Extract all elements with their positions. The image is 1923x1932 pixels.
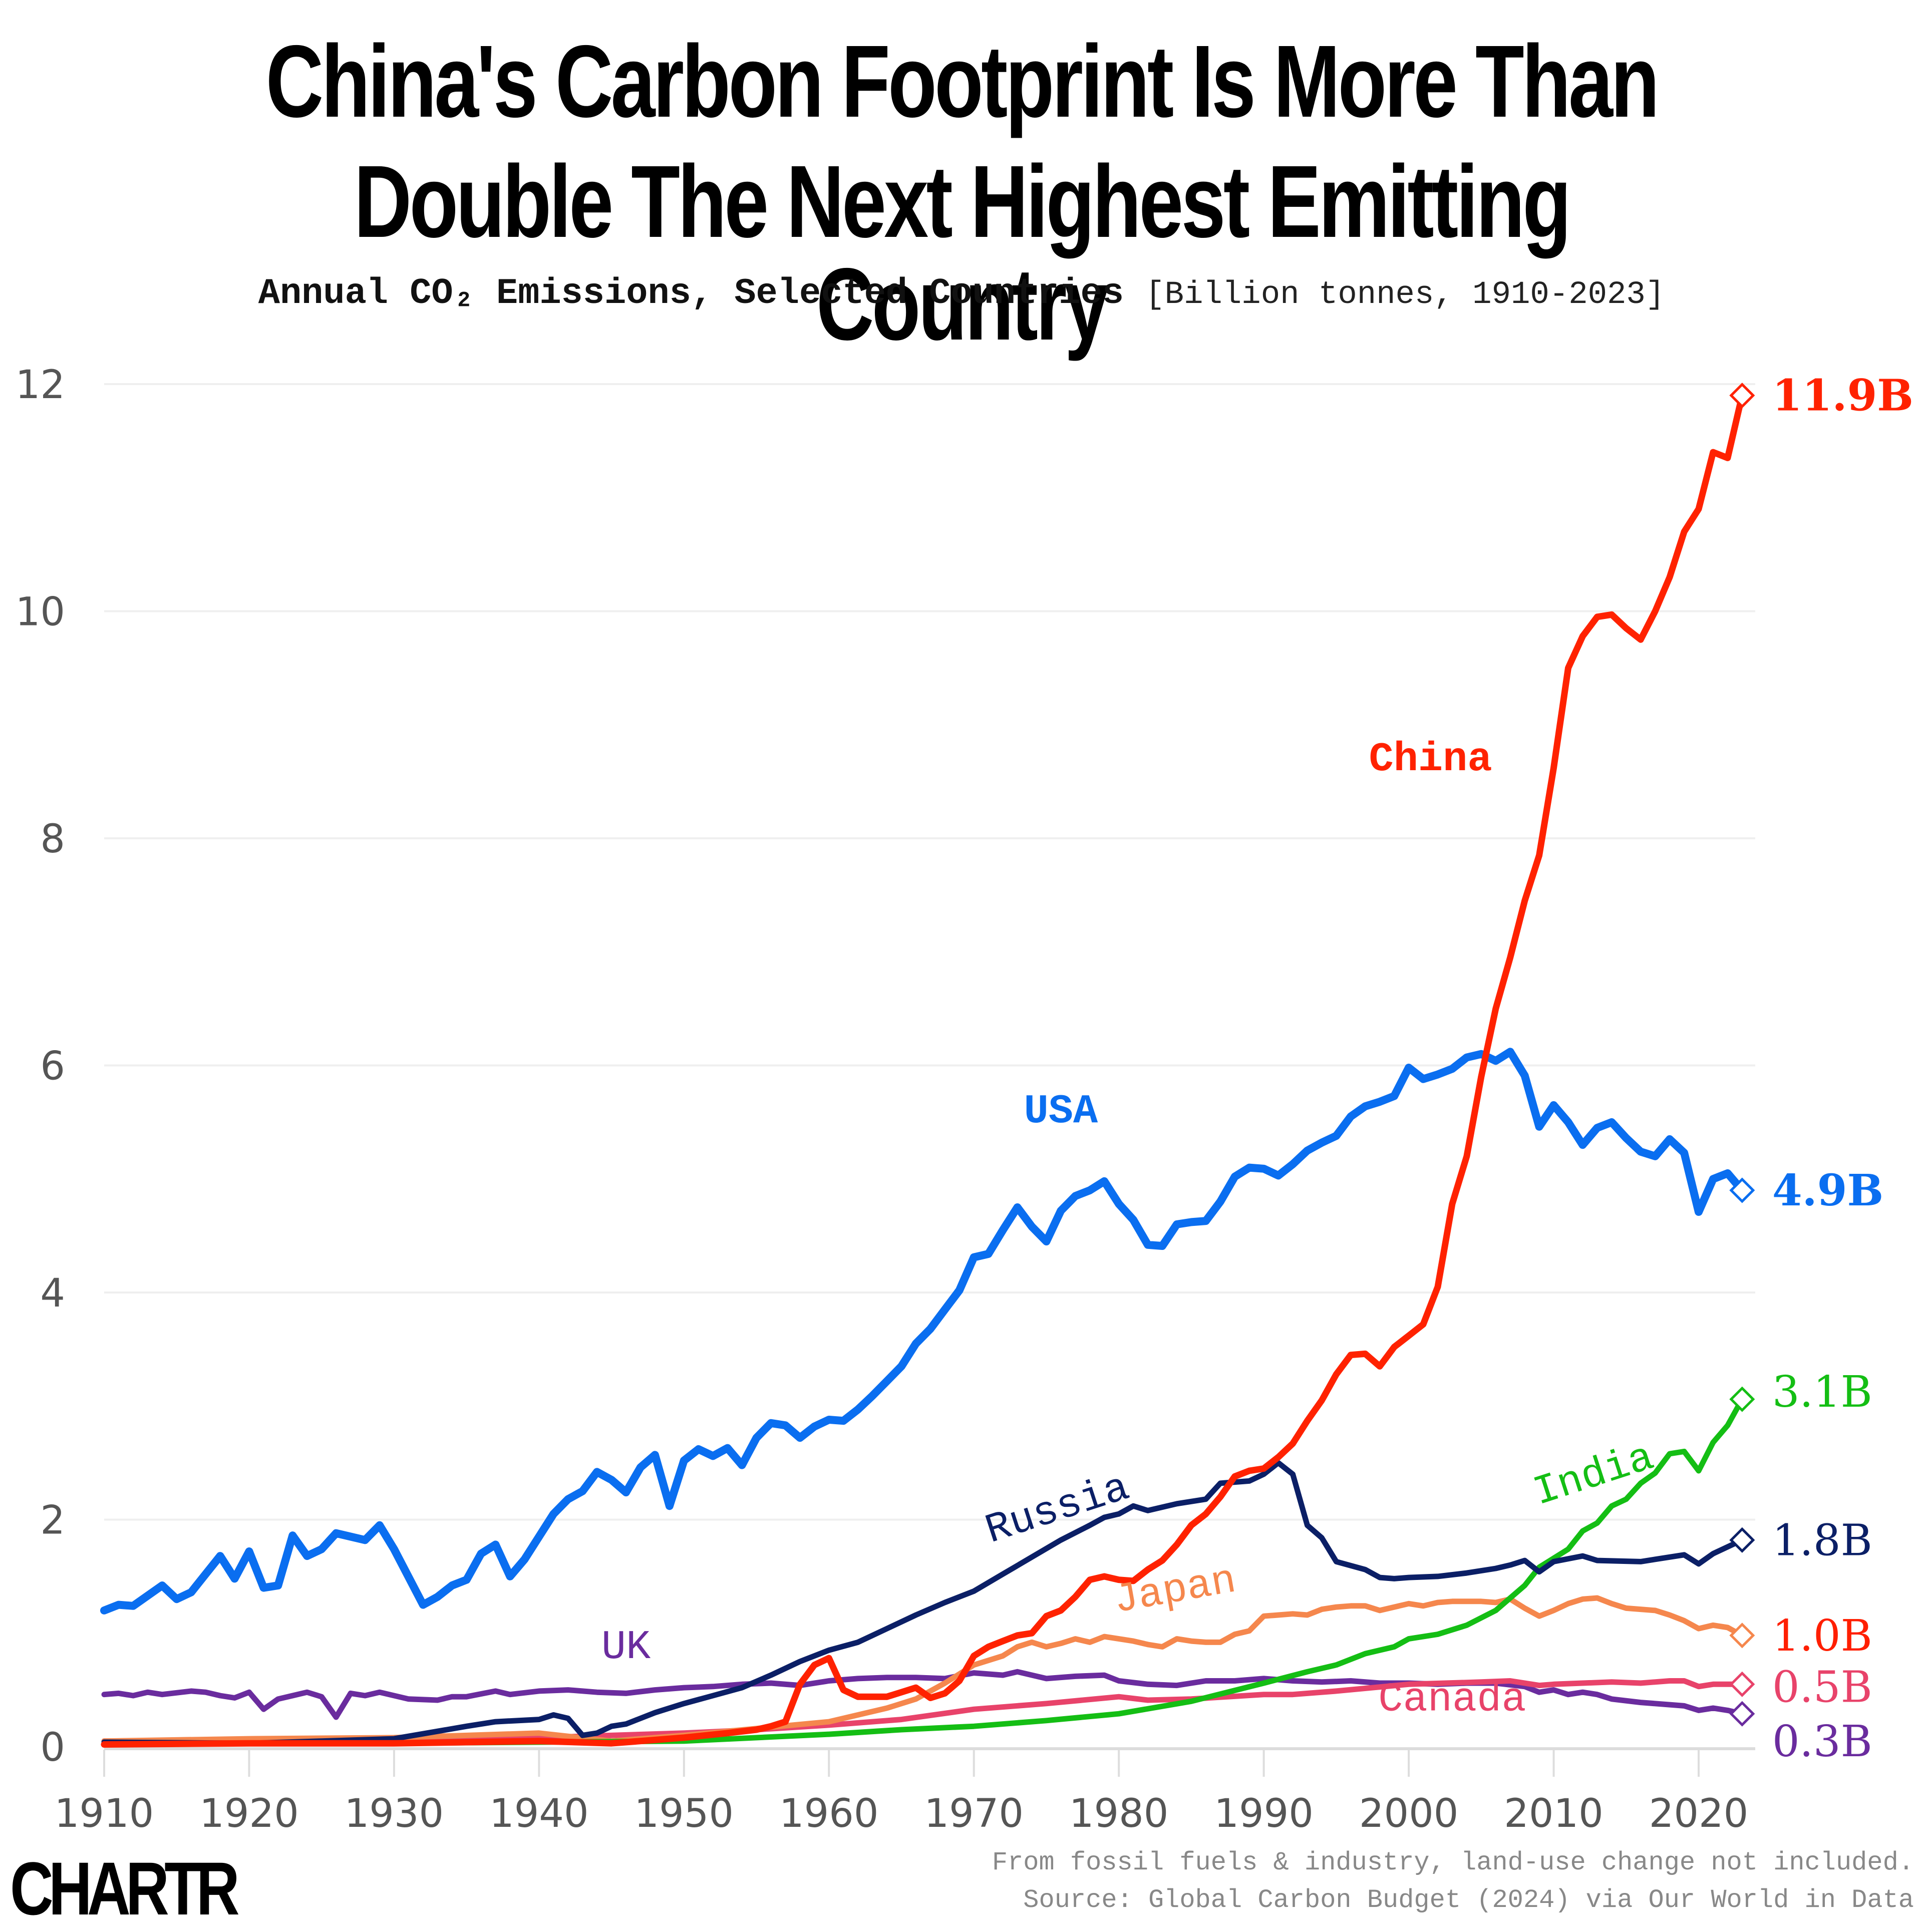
series-label-china: China bbox=[1369, 736, 1492, 783]
series-line-china bbox=[101, 392, 1746, 1748]
y-tick-label: 0 bbox=[40, 1725, 65, 1770]
gridlines bbox=[103, 383, 1755, 1777]
x-tick-label: 2020 bbox=[1649, 1791, 1749, 1836]
series-label-usa: USA bbox=[1024, 1088, 1098, 1135]
end-marker-india bbox=[1729, 1386, 1755, 1412]
series-line-usa bbox=[100, 1048, 1746, 1615]
y-tick-label: 12 bbox=[16, 363, 65, 408]
end-label-uk: 0.3B bbox=[1772, 1717, 1872, 1767]
footnote-source: Source: Global Carbon Budget (2024) via … bbox=[1023, 1885, 1914, 1915]
end-label-india: 3.1B bbox=[1772, 1367, 1872, 1417]
chart-subtitle: Annual CO₂ Emissions, Selected Countries… bbox=[0, 273, 1923, 314]
x-tick-label: 1980 bbox=[1069, 1791, 1169, 1836]
end-marker-canada bbox=[1729, 1671, 1755, 1697]
chartr-logo: CHARTR bbox=[10, 1846, 240, 1930]
chart-title-line-1: China's Carbon Footprint Is More Than bbox=[265, 24, 1660, 139]
end-label-japan: 1.0B bbox=[1772, 1611, 1872, 1661]
series-label-uk: UK bbox=[601, 1624, 651, 1671]
end-markers bbox=[1729, 383, 1755, 1727]
x-tick-label: 1920 bbox=[199, 1791, 299, 1836]
series-line-russia bbox=[101, 1460, 1745, 1746]
x-tick-label: 1950 bbox=[634, 1791, 734, 1836]
y-axis-ticks: 0 2 4 6 8 10 12 bbox=[16, 363, 65, 1770]
series-line-uk bbox=[101, 1669, 1745, 1720]
end-marker-uk bbox=[1729, 1701, 1755, 1727]
x-axis-ticks: 1910 1920 1930 1940 1950 1960 1970 1980 1990 2000… bbox=[55, 1791, 1749, 1836]
y-tick-label: 4 bbox=[40, 1271, 65, 1316]
end-label-china: 11.9B bbox=[1772, 371, 1913, 421]
y-tick-label: 6 bbox=[40, 1044, 65, 1089]
y-tick-label: 10 bbox=[16, 590, 65, 635]
x-tick-label: 1930 bbox=[345, 1791, 444, 1836]
series-label-japan: Japan bbox=[1110, 1557, 1239, 1624]
end-label-russia: 1.8B bbox=[1772, 1515, 1872, 1565]
end-marker-usa bbox=[1729, 1177, 1755, 1203]
y-tick-label: 8 bbox=[40, 817, 65, 862]
series-label-india: India bbox=[1528, 1434, 1660, 1516]
y-tick-label: 2 bbox=[40, 1498, 65, 1543]
chart-title-line-2: Double The Next Highest Emitting Country bbox=[354, 144, 1571, 362]
end-marker-japan bbox=[1729, 1623, 1755, 1649]
x-tick-label: 2010 bbox=[1504, 1791, 1604, 1836]
x-tick-label: 1990 bbox=[1214, 1791, 1314, 1836]
subtitle-unit: [Billion tonnes, 1910-2023] bbox=[1145, 277, 1665, 313]
subtitle-main: Annual CO₂ Emissions, Selected Countries bbox=[258, 273, 1124, 314]
end-label-canada: 0.5B bbox=[1772, 1662, 1872, 1712]
series-label-canada: Canada bbox=[1378, 1676, 1526, 1723]
x-tick-label: 1910 bbox=[55, 1791, 154, 1836]
series-lines bbox=[100, 392, 1746, 1748]
footnote-note: From fossil fuels & industry, land-use c… bbox=[992, 1848, 1914, 1877]
end-value-labels: 0.3B0.5B1.0B 3.1B 1.8B 4.9B 11.9B bbox=[1772, 371, 1913, 1767]
end-marker-china bbox=[1729, 383, 1755, 409]
x-tick-label: 1970 bbox=[924, 1791, 1024, 1836]
x-tick-label: 1960 bbox=[779, 1791, 879, 1836]
end-label-usa: 4.9B bbox=[1772, 1165, 1883, 1216]
x-tick-label: 2000 bbox=[1359, 1791, 1459, 1836]
series-line-japan bbox=[101, 1595, 1745, 1744]
end-marker-russia bbox=[1729, 1527, 1755, 1553]
x-tick-label: 1940 bbox=[489, 1791, 589, 1836]
series-line-india bbox=[101, 1396, 1745, 1746]
